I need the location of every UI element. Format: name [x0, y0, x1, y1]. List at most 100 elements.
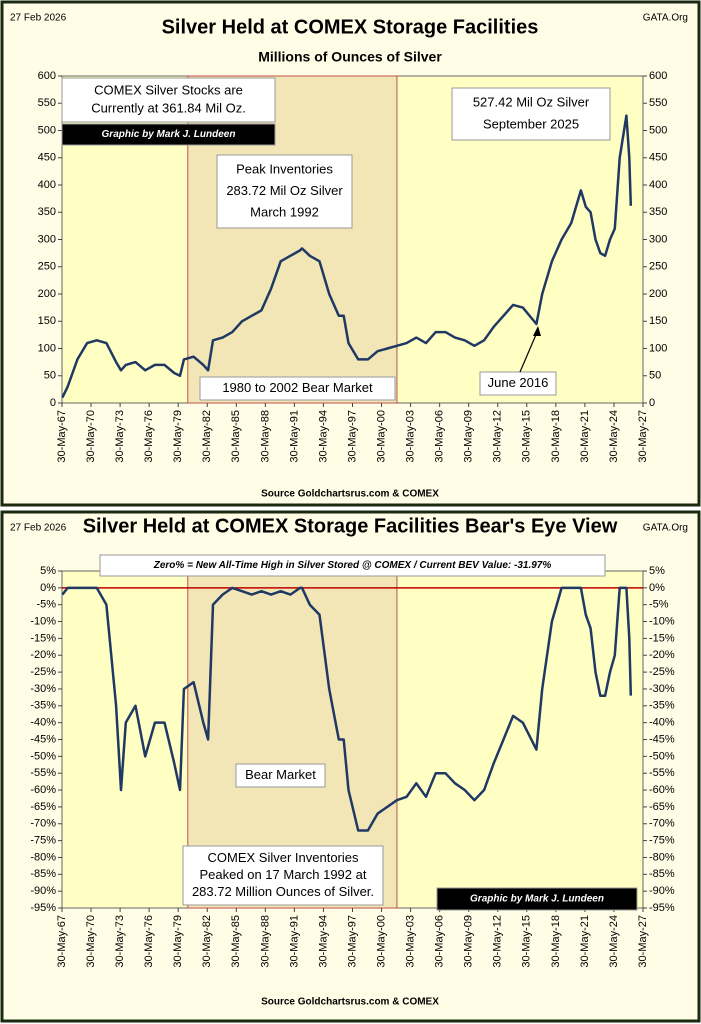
y-tick-label: -45% — [30, 733, 56, 745]
y-tick-label: -30% — [30, 683, 56, 695]
y2-tick-label: 350 — [649, 206, 667, 218]
annotation-text: Zero% = New All-Time High in Silver Stor… — [153, 560, 552, 571]
y-tick-label: -60% — [30, 784, 56, 796]
x-tick-label: 30-May-82 — [201, 410, 213, 463]
x-tick-label: 30-May-76 — [143, 915, 155, 968]
y-tick-label: -40% — [30, 717, 56, 729]
x-tick-label: 30-May-70 — [85, 410, 97, 463]
annotation-box — [99, 554, 606, 577]
data-line — [61, 114, 633, 399]
y-tick-label: -15% — [30, 632, 56, 644]
x-tick-label: 30-May-94 — [317, 410, 329, 463]
x-tick-label: 30-May-21 — [579, 410, 591, 463]
y2-tick-label: 50 — [649, 370, 661, 382]
x-tick-label: 30-May-00 — [375, 410, 387, 463]
x-tick-label: 30-May-09 — [463, 915, 475, 968]
y2-tick-label: -50% — [649, 750, 675, 762]
annotation-box — [182, 845, 384, 906]
arrow — [519, 329, 539, 373]
y2-tick-label: -70% — [649, 818, 675, 830]
x-tick-label: 30-May-70 — [85, 915, 97, 968]
annotation-box — [199, 376, 396, 401]
y-tick-label: 600 — [38, 70, 56, 82]
x-tick-label: 30-May-15 — [521, 410, 533, 463]
annotation-text: 527.42 Mil Oz Silver — [473, 94, 590, 109]
y2-tick-label: 0 — [649, 397, 655, 409]
x-tick-label: 30-May-82 — [201, 915, 213, 968]
annotation-box — [61, 77, 276, 123]
x-tick-label: 30-May-24 — [608, 410, 620, 463]
y-tick-label: -70% — [30, 818, 56, 830]
y-tick-label: 0 — [50, 397, 56, 409]
x-tick-label: 30-May-91 — [288, 410, 300, 463]
y2-tick-label: -5% — [649, 599, 669, 611]
annotation-text: Peaked on 17 March 1992 at — [200, 867, 367, 882]
y-tick-label: 500 — [38, 124, 56, 136]
x-tick-label: 30-May-73 — [114, 915, 126, 968]
y2-tick-label: -15% — [649, 632, 675, 644]
arrow-head — [533, 326, 541, 336]
y-tick-label: 400 — [38, 179, 56, 191]
chart-title: Silver Held at COMEX Storage Facilities — [162, 16, 539, 38]
x-tick-label: 30-May-88 — [259, 410, 271, 463]
chart-title: Silver Held at COMEX Storage Facilities … — [83, 515, 618, 537]
annotation-box — [479, 371, 557, 396]
x-tick-label: 30-May-79 — [172, 410, 184, 463]
y-tick-label: -25% — [30, 666, 56, 678]
x-tick-label: 30-May-94 — [317, 915, 329, 968]
y2-tick-label: -85% — [649, 868, 675, 880]
y2-tick-label: -95% — [649, 902, 675, 914]
y-tick-label: -65% — [30, 801, 56, 813]
y-tick-label: 300 — [38, 233, 56, 245]
x-tick-label: 30-May-67 — [56, 915, 68, 968]
x-tick-label: 30-May-67 — [56, 410, 68, 463]
y-tick-label: 550 — [38, 97, 56, 109]
y2-tick-label: 400 — [649, 179, 667, 191]
y2-tick-label: -65% — [649, 801, 675, 813]
y-tick-label: 100 — [38, 342, 56, 354]
annotation-text: Currently at 361.84 Mil Oz. — [91, 100, 246, 115]
annotation-text: September 2025 — [483, 116, 579, 131]
x-tick-label: 30-May-85 — [230, 410, 242, 463]
annotation-text: COMEX Silver Stocks are — [94, 82, 243, 97]
y-tick-label: -85% — [30, 868, 56, 880]
y2-tick-label: -25% — [649, 666, 675, 678]
annotation-text: Peak Inventories — [236, 161, 333, 176]
y2-tick-label: -80% — [649, 851, 675, 863]
y2-tick-label: 250 — [649, 261, 667, 273]
x-tick-label: 30-May-85 — [230, 915, 242, 968]
source-label: Source Goldchartsrus.com & COMEX — [261, 489, 439, 500]
y-tick-label: -50% — [30, 750, 56, 762]
annotation-text: Graphic by Mark J. Lundeen — [102, 129, 236, 140]
y2-tick-label: 100 — [649, 342, 667, 354]
x-tick-label: 30-May-03 — [405, 915, 417, 968]
y-tick-label: -80% — [30, 851, 56, 863]
x-tick-label: 30-May-15 — [521, 915, 533, 968]
date-label: 27 Feb 2026 — [10, 523, 67, 534]
y2-tick-label: -30% — [649, 683, 675, 695]
x-tick-label: 30-May-03 — [405, 410, 417, 463]
x-tick-label: 30-May-12 — [492, 410, 504, 463]
x-tick-label: 30-May-97 — [346, 915, 358, 968]
source-label: Source Goldchartsrus.com & COMEX — [261, 997, 439, 1008]
y2-tick-label: 550 — [649, 97, 667, 109]
y2-tick-label: 600 — [649, 70, 667, 82]
x-tick-label: 30-May-24 — [608, 915, 620, 968]
annotation-text: 283.72 Million Ounces of Silver. — [192, 884, 374, 899]
x-tick-label: 30-May-27 — [637, 410, 649, 463]
y2-tick-label: -90% — [649, 885, 675, 897]
chart-subtitle: Millions of Ounces of Silver — [258, 49, 442, 65]
x-tick-label: 30-May-06 — [434, 410, 446, 463]
y2-tick-label: 500 — [649, 124, 667, 136]
y2-tick-label: 0% — [649, 582, 665, 594]
x-tick-label: 30-May-79 — [172, 915, 184, 968]
y-tick-label: 150 — [38, 315, 56, 327]
annotation-text: 283.72 Mil Oz Silver — [226, 183, 343, 198]
annotation-box — [235, 763, 326, 788]
x-tick-label: 30-May-21 — [579, 915, 591, 968]
annotation-text: March 1992 — [250, 205, 319, 220]
y2-tick-label: -55% — [649, 767, 675, 779]
x-tick-label: 30-May-18 — [550, 915, 562, 968]
x-tick-label: 30-May-00 — [375, 915, 387, 968]
